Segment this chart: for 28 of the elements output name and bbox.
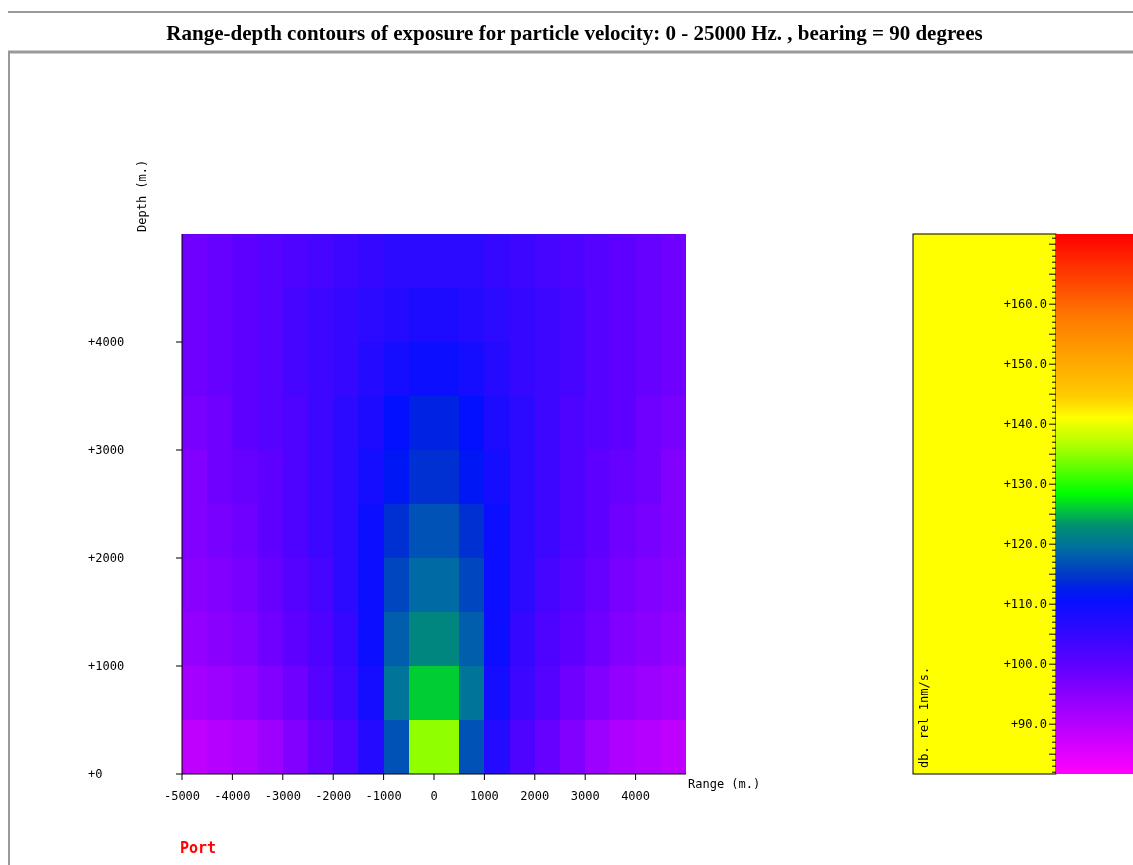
x-tick-label: 2000 bbox=[520, 789, 550, 803]
x-tick-label: 4000 bbox=[621, 789, 651, 803]
x-tick-label: 3000 bbox=[570, 789, 600, 803]
x-tick-label: 1000 bbox=[469, 789, 499, 803]
x-tick-label: 0 bbox=[430, 789, 438, 803]
y-tick-label: +0 bbox=[88, 767, 103, 781]
color-bar-label: +140.0 bbox=[1003, 417, 1047, 432]
color-bar-label: +100.0 bbox=[1003, 657, 1047, 672]
y-tick-label: +4000 bbox=[88, 335, 125, 349]
color-bar-label: +150.0 bbox=[1003, 357, 1047, 372]
y-axis-title: Depth (m.) bbox=[135, 159, 149, 232]
x-tick-label: -3000 bbox=[264, 789, 301, 803]
y-tick-label: +2000 bbox=[88, 551, 125, 565]
color-bar-label: +110.0 bbox=[1003, 597, 1047, 612]
color-bar-title: db. rel 1nm/s. bbox=[917, 666, 931, 768]
color-bar-label: +130.0 bbox=[1003, 477, 1047, 492]
x-tick-label: -1000 bbox=[365, 789, 402, 803]
color-bar-label: +120.0 bbox=[1003, 537, 1047, 552]
x-tick-label: -2000 bbox=[315, 789, 352, 803]
y-tick-label: +3000 bbox=[88, 443, 125, 457]
x-tick-label: -4000 bbox=[214, 789, 251, 803]
color-bar-label: +160.0 bbox=[1003, 297, 1047, 312]
text: Port bbox=[180, 839, 217, 857]
x-tick-label: -5000 bbox=[163, 789, 201, 803]
color-bar-label: +90.0 bbox=[1010, 717, 1047, 732]
x-axis-title: Range (m.) bbox=[688, 777, 761, 791]
y-tick-label: +1000 bbox=[88, 659, 125, 673]
chart-title: Range-depth contours of exposure for particle velocity: 0 - 25000 Hz. , bearing = 90 degrees bbox=[166, 21, 983, 45]
